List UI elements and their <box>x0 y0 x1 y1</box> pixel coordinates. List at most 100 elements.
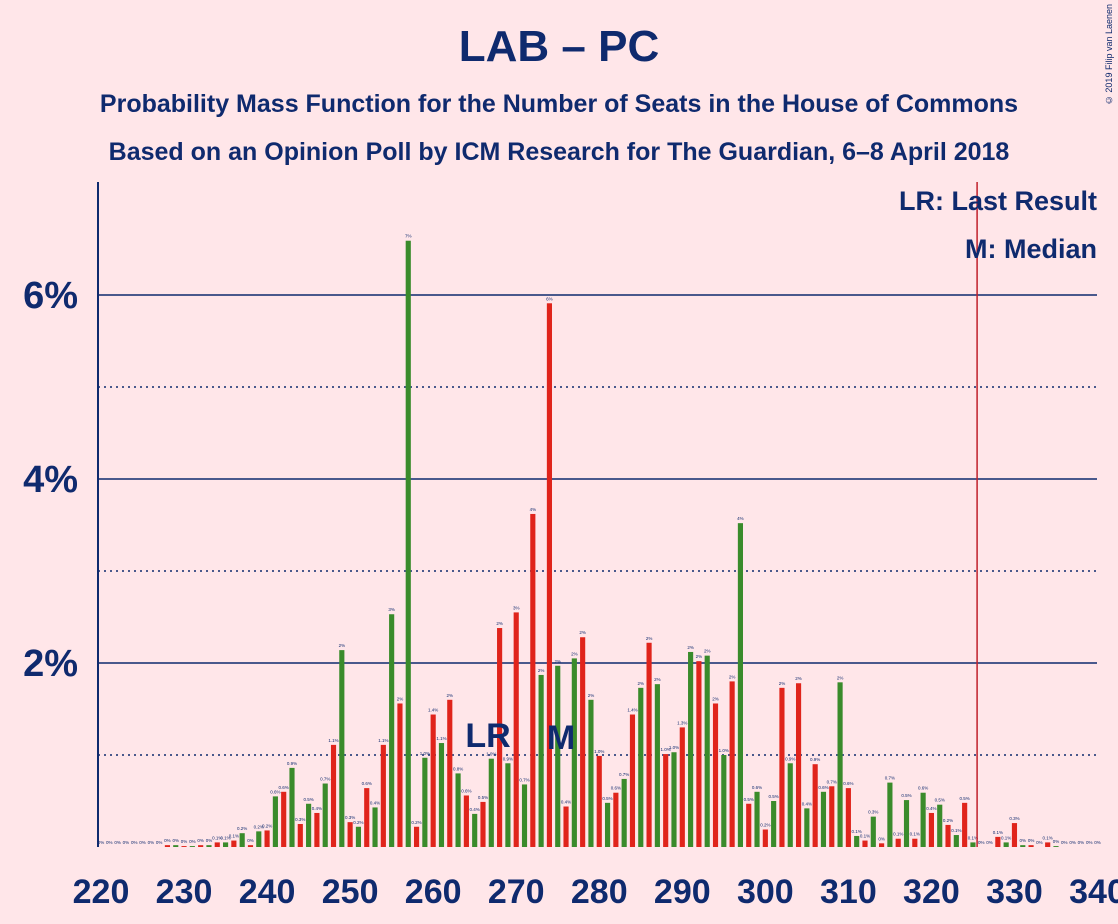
data-label: 0% <box>131 840 138 845</box>
data-label: 0.9% <box>810 757 820 762</box>
bar-seat-286 <box>646 642 652 847</box>
x-tick-label: 310 <box>820 873 877 911</box>
gridlines <box>98 294 1097 756</box>
legend-median: M: Median <box>965 234 1097 264</box>
bar-seat-334 <box>1045 842 1051 847</box>
data-label: 0.2% <box>760 823 770 828</box>
bar-seat-313 <box>870 816 876 847</box>
data-label: 0.2% <box>254 824 264 829</box>
bar-seat-236 <box>231 840 237 847</box>
data-label: 0% <box>878 836 885 841</box>
chart-title: LAB – PC <box>458 22 660 71</box>
data-label: 0.1% <box>852 829 862 834</box>
chart-source-subtitle: Based on an Opinion Poll by ICM Research… <box>108 138 1010 166</box>
bar-seat-316 <box>895 838 901 847</box>
data-label: 0.8% <box>453 766 463 771</box>
x-tick-label: 330 <box>986 873 1043 911</box>
median-marker: M <box>547 719 575 757</box>
data-label: 0.1% <box>893 832 903 837</box>
x-tick-label: 230 <box>156 873 213 911</box>
bar-seat-312 <box>862 840 868 847</box>
data-label: 0.7% <box>519 777 529 782</box>
bar-seat-302 <box>779 687 785 847</box>
bar-seat-284 <box>629 714 636 847</box>
y-tick-label: 6% <box>23 275 78 317</box>
last-result-marker: LR <box>465 717 510 755</box>
bar-seat-296 <box>729 681 735 847</box>
y-tick-label: 2% <box>23 643 78 685</box>
bar-seat-267 <box>488 758 494 847</box>
data-label: 1.0% <box>669 745 679 750</box>
data-label: 0.9% <box>785 756 795 761</box>
data-label: 0.6% <box>461 788 471 793</box>
bar-seat-272 <box>530 513 536 847</box>
bar-seat-317 <box>903 800 910 847</box>
data-label: 1.4% <box>428 708 438 713</box>
data-label: 2% <box>496 621 503 626</box>
data-label: 1.1% <box>378 738 388 743</box>
bar-seat-252 <box>364 788 370 847</box>
bar-seat-262 <box>447 699 453 847</box>
bar-seat-271 <box>521 784 528 847</box>
data-label: 1.0% <box>719 748 729 753</box>
data-label: 0% <box>172 838 179 843</box>
bar-seat-318 <box>912 838 918 847</box>
bar-seat-285 <box>638 687 644 847</box>
x-tick-label: 290 <box>654 873 711 911</box>
bar-seat-300 <box>762 829 768 847</box>
data-label: 0.1% <box>993 830 1003 835</box>
bar-seat-281 <box>604 802 611 847</box>
x-tick-label: 220 <box>73 873 130 911</box>
bar-seat-247 <box>322 783 328 847</box>
data-label: 0.2% <box>943 818 953 823</box>
data-label: 0% <box>206 838 213 843</box>
data-label: 2% <box>729 674 736 679</box>
data-label: 0.1% <box>1043 835 1053 840</box>
bar-seat-322 <box>945 824 951 847</box>
bar-seat-329 <box>1003 842 1009 847</box>
data-label: 2% <box>712 696 719 701</box>
data-label: 1.0% <box>420 751 430 756</box>
data-label: 0.3% <box>868 810 878 815</box>
bar-seat-307 <box>820 791 827 847</box>
bar-seat-301 <box>771 801 777 847</box>
bar-seat-268 <box>497 628 503 847</box>
bar-seat-260 <box>430 714 436 847</box>
data-label: 0.9% <box>287 761 297 766</box>
data-label: 0% <box>139 840 146 845</box>
data-label: 0.3% <box>345 815 355 820</box>
bar-seat-259 <box>422 757 428 847</box>
data-label: 2% <box>339 643 346 648</box>
bar-seat-273 <box>538 674 544 847</box>
data-label: 0.2% <box>411 820 421 825</box>
data-label: 0.4% <box>370 800 380 805</box>
bar-seat-278 <box>580 637 586 847</box>
bar-seat-304 <box>795 683 802 847</box>
bar-seat-331 <box>1020 845 1026 847</box>
data-label: 0.4% <box>312 806 322 811</box>
bar-seat-324 <box>962 802 968 847</box>
data-label: 0% <box>197 838 204 843</box>
data-label: 0.1% <box>860 834 870 839</box>
data-label: 0.4% <box>470 807 480 812</box>
bar-seat-265 <box>472 813 478 847</box>
bar-seat-257 <box>405 240 411 848</box>
bar-seat-335 <box>1053 846 1059 847</box>
data-label: 2% <box>654 677 661 682</box>
bar-seat-254 <box>380 744 386 847</box>
bar-seat-323 <box>953 835 959 847</box>
bar-seat-253 <box>372 807 378 847</box>
data-label: 0% <box>181 839 188 844</box>
x-tick-label: 250 <box>322 873 379 911</box>
bar-seat-328 <box>995 836 1001 847</box>
data-labels: 0% 0% 0% 0% 0% 0% 0% 0% 0% 0% 0% 0% 0% 0%0.1%0.1%0.1%… <box>98 234 1101 845</box>
bar-seat-294 <box>712 703 719 847</box>
bar-seat-289 <box>671 752 677 847</box>
x-tick-label: 300 <box>737 873 794 911</box>
data-label: 0.6% <box>362 781 372 786</box>
bar-seat-250 <box>347 822 353 847</box>
data-label: 0% <box>123 840 130 845</box>
bar-seat-232 <box>198 845 204 847</box>
data-label: 0.1% <box>212 835 222 840</box>
